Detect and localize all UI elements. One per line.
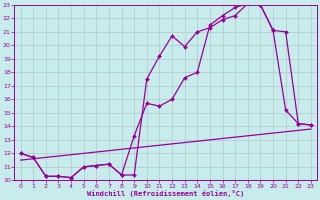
- X-axis label: Windchill (Refroidissement éolien,°C): Windchill (Refroidissement éolien,°C): [87, 190, 244, 197]
